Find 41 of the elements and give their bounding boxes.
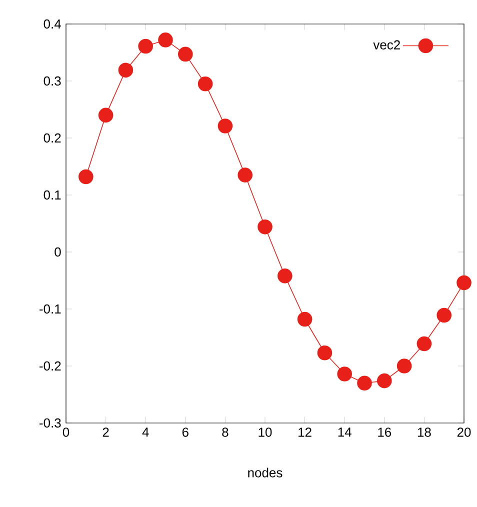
y-tick-label: -0.3 [40, 418, 61, 428]
x-tick-label: 2 [102, 428, 109, 437]
point [98, 108, 114, 123]
x-tick-label: 10 [258, 428, 272, 437]
point [337, 366, 352, 382]
x-tick-label: 4 [142, 428, 149, 437]
y-tick-label: 0 [54, 247, 61, 257]
point [317, 345, 332, 360]
y-tick-label: -0.1 [40, 304, 61, 314]
point [357, 376, 372, 390]
y-tick-label: 0.2 [44, 133, 61, 143]
point [158, 32, 173, 48]
point [278, 268, 292, 284]
point [178, 46, 193, 62]
x-tick-label: 12 [298, 428, 312, 437]
x-tick-label: 18 [418, 428, 431, 437]
y-tick-label: -0.2 [40, 361, 61, 371]
x-tick-label: 8 [222, 428, 228, 437]
point [138, 38, 153, 54]
x-tick-label: 16 [378, 428, 392, 437]
point [198, 76, 213, 92]
point [238, 168, 252, 182]
point [78, 169, 94, 184]
point [297, 312, 312, 327]
x-axis-title: nodes [248, 468, 282, 478]
y-tick-label: 0.4 [44, 19, 61, 29]
x-tick-label: 0 [62, 428, 70, 437]
x-tick-label: 14 [338, 428, 352, 437]
x-tick-label: 20 [457, 428, 471, 437]
point [377, 373, 392, 388]
legend-label: vec2 [373, 40, 400, 50]
point [218, 118, 233, 134]
point [396, 358, 412, 374]
y-tick-label: 0.1 [44, 190, 61, 200]
point [456, 275, 472, 290]
point [118, 62, 134, 78]
y-tick-label: 0.3 [44, 76, 61, 86]
point [416, 336, 432, 352]
x-tick-label: 6 [182, 428, 188, 437]
point [436, 308, 452, 323]
point [258, 220, 272, 234]
